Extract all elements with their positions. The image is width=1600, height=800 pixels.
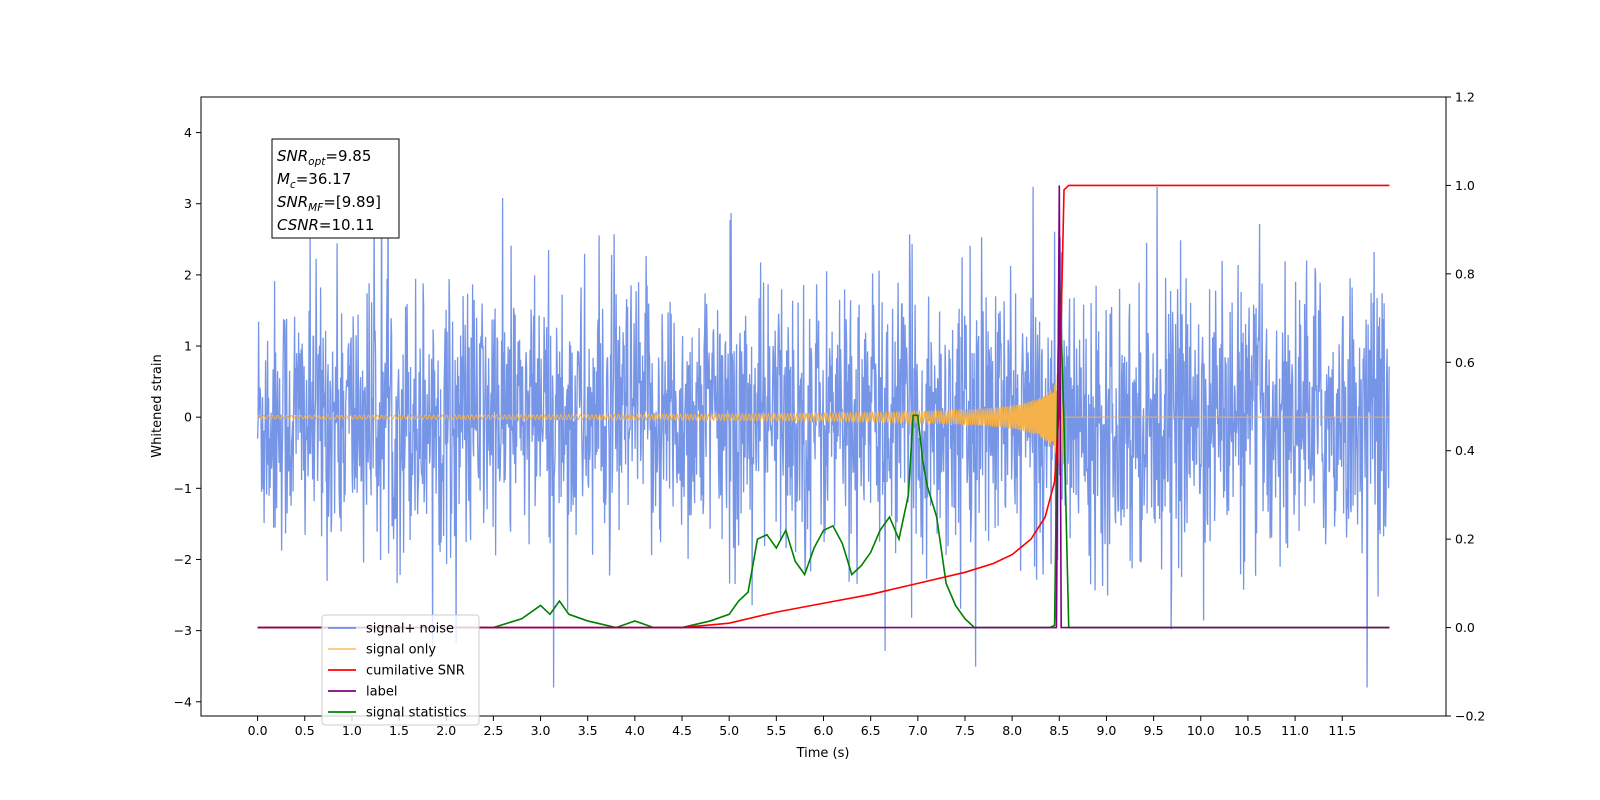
- x-tick-label: 9.5: [1144, 723, 1164, 738]
- series-label: [257, 185, 1390, 629]
- signal-only-layer: [257, 355, 1390, 479]
- series-signal-statistics: [257, 264, 1390, 629]
- stat-value: =10.11: [319, 216, 375, 234]
- y-tick-label-right: 0.8: [1455, 266, 1475, 281]
- y-ticks-right: −0.2 0.0 0.2 0.4 0.6 0.8 1.0 1.2: [1446, 90, 1485, 724]
- legend-label: signal statistics: [366, 706, 467, 721]
- y-tick-label-left: −2: [174, 552, 192, 567]
- y-tick-label-right: 0.4: [1455, 443, 1475, 458]
- y-tick-label-left: −4: [174, 694, 192, 709]
- stat-line: SNRMF=[9.89]: [277, 193, 381, 214]
- x-tick-label: 4.0: [625, 723, 645, 738]
- x-tick-label: 11.5: [1328, 723, 1356, 738]
- stat-name: SNR: [277, 193, 308, 211]
- stat-line: Mc=36.17: [277, 170, 351, 191]
- x-axis-label: Time (s): [796, 746, 850, 761]
- legend: signal+ noise signal only cumilative SNR la…: [321, 614, 480, 726]
- stat-line: SNRopt=9.85: [277, 147, 371, 168]
- stat-value: =[9.89]: [323, 193, 381, 211]
- x-ticks: 0.0 0.5 1.0 1.5 2.0 2.5 3.0 3.5 4.0 4.5 5.0 5.5 6.0 6…: [248, 716, 1356, 738]
- y-tick-label-left: 2: [184, 267, 192, 282]
- x-tick-label: 8.0: [1002, 723, 1022, 738]
- signal-noise-layer: [256, 157, 1390, 688]
- y-tick-label-left: −1: [174, 481, 192, 496]
- y-tick-label-right: 0.0: [1455, 620, 1475, 635]
- right-axis-series-layer: [257, 184, 1390, 629]
- stat-value: =9.85: [325, 147, 371, 165]
- x-tick-label: 6.5: [861, 723, 881, 738]
- stat-name: SNR: [277, 147, 308, 165]
- x-tick-label: 3.5: [578, 723, 598, 738]
- legend-label: signal only: [366, 643, 436, 658]
- y-tick-label-right: 0.6: [1455, 355, 1475, 370]
- x-tick-label: 4.5: [672, 723, 692, 738]
- x-tick-label: 8.5: [1049, 723, 1069, 738]
- x-tick-label: 2.5: [483, 723, 503, 738]
- x-tick-label: 1.0: [342, 723, 362, 738]
- x-tick-label: 10.0: [1187, 723, 1215, 738]
- legend-label: cumilative SNR: [366, 664, 465, 679]
- x-tick-label: 10.5: [1234, 723, 1262, 738]
- x-tick-label: 0.0: [248, 723, 268, 738]
- y-tick-label-left: −3: [174, 623, 192, 638]
- stat-value: =36.17: [296, 170, 352, 188]
- stat-line: CSNR=10.11: [277, 216, 374, 234]
- x-tick-label: 5.5: [766, 723, 786, 738]
- x-tick-label: 1.5: [389, 723, 409, 738]
- stats-box: SNRopt=9.85Mc=36.17SNRMF=[9.89]CSNR=10.1…: [271, 138, 400, 239]
- y-tick-label-left: 0: [184, 410, 192, 425]
- series-cumilative-snr: [257, 184, 1390, 629]
- series-signal-noise: [256, 157, 1390, 688]
- y-tick-label-right: 0.2: [1455, 532, 1475, 547]
- stat-subscript: opt: [308, 156, 326, 168]
- x-tick-label: 2.0: [436, 723, 456, 738]
- stat-subscript: MF: [308, 202, 324, 214]
- y-ticks-left: −4 −3 −2 −1 0 1 2 3 4: [174, 125, 201, 709]
- y-tick-label-right: 1.0: [1455, 178, 1475, 193]
- legend-label: label: [366, 685, 397, 700]
- x-tick-label: 5.0: [719, 723, 739, 738]
- y-tick-label-left: 1: [184, 339, 192, 354]
- x-tick-label: 7.0: [908, 723, 928, 738]
- y-tick-label-right: −0.2: [1455, 709, 1485, 724]
- y-tick-label-right: 1.2: [1455, 90, 1475, 105]
- x-tick-label: 0.5: [295, 723, 315, 738]
- x-tick-label: 11.0: [1281, 723, 1309, 738]
- y-tick-label-left: 3: [184, 196, 192, 211]
- x-tick-label: 9.0: [1097, 723, 1117, 738]
- stat-name: M: [277, 170, 290, 188]
- x-tick-label: 3.0: [531, 723, 551, 738]
- y-tick-label-left: 4: [184, 125, 192, 140]
- stat-name: CSNR: [277, 216, 319, 234]
- series-signal-only: [257, 355, 1390, 479]
- legend-label: signal+ noise: [366, 622, 454, 637]
- y-axis-label: Whitened strain: [150, 354, 165, 457]
- x-tick-label: 7.5: [955, 723, 975, 738]
- x-tick-label: 6.0: [814, 723, 834, 738]
- stat-subscript: c: [290, 179, 296, 191]
